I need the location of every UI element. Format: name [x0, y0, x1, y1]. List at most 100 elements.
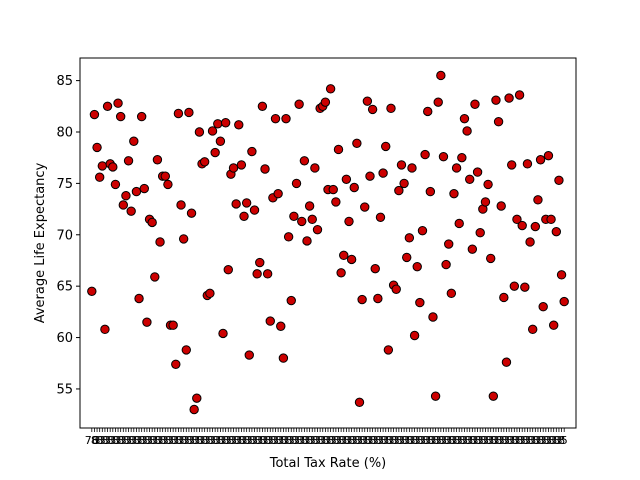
x-tick-label: 3 [230, 434, 237, 447]
x-tick-label: 3 [456, 434, 463, 447]
data-point [501, 357, 512, 367]
y-tick-label: 55 [56, 382, 73, 397]
data-point [520, 282, 530, 292]
x-tick-label: 8 [437, 434, 444, 447]
data-point [163, 179, 173, 190]
data-point [441, 259, 451, 270]
data-point [257, 101, 268, 112]
x-tick-label: 3 [330, 434, 337, 447]
data-point [189, 404, 199, 415]
x-tick-label: 8 [290, 434, 297, 447]
x-tick-label: 8 [112, 434, 119, 447]
data-point [94, 172, 105, 182]
x-tick-label: 8 [359, 434, 366, 447]
x-tick-label: 3 [545, 434, 552, 447]
data-point [228, 163, 239, 173]
x-tick-label: 3 [513, 434, 520, 447]
data-point [241, 198, 252, 208]
x-tick-label: 3 [387, 434, 394, 447]
data-point [512, 214, 522, 225]
data-point [131, 186, 142, 197]
plot-frame [79, 57, 577, 429]
x-tick-label: 3 [298, 434, 305, 447]
data-point [176, 200, 186, 210]
x-tick-label: 3 [398, 434, 405, 447]
x-tick-label: 8 [395, 434, 402, 447]
x-tick-label: 3 [251, 434, 258, 447]
data-point [236, 160, 247, 170]
x-tick-label: 3 [125, 434, 132, 447]
data-point [304, 201, 315, 211]
data-point [475, 228, 485, 238]
x-axis-label: Total Tax Rate (%) [269, 456, 387, 471]
data-point [194, 127, 205, 137]
data-point [247, 146, 257, 157]
y-tick-label: 75 [56, 177, 73, 192]
x-tick-label: 3 [151, 434, 158, 447]
x-tick-label: 3 [136, 434, 143, 447]
x-tick-label: 8 [411, 434, 418, 447]
data-point [430, 391, 441, 401]
x-tick-label: 3 [183, 434, 190, 447]
data-point [294, 99, 304, 109]
data-point [171, 359, 181, 369]
data-point [504, 93, 514, 103]
x-tick-label: 3 [214, 434, 221, 447]
x-tick-label: 3 [340, 434, 347, 447]
x-tick-label: 8 [101, 434, 108, 447]
x-tick-label: 3 [440, 434, 447, 447]
data-point [457, 152, 467, 163]
data-point [514, 90, 525, 100]
x-tick-label: 8 [416, 434, 423, 447]
data-point [538, 302, 548, 312]
x-axis: 7683838383838383838383838383838383838383… [85, 428, 568, 447]
data-point [123, 156, 134, 166]
x-tick-label: 8 [327, 434, 334, 447]
data-point [556, 270, 567, 280]
x-tick-label: 3 [534, 434, 541, 447]
data-point [255, 257, 265, 268]
x-tick-label: 8 [527, 434, 534, 447]
x-tick-label: 8 [364, 434, 371, 447]
data-point [344, 216, 354, 227]
data-point [126, 206, 136, 216]
y-axis: 55 60 65 70 75 80 85 [56, 74, 80, 397]
x-tick-label: 8 [206, 434, 213, 447]
x-tick-label: 3 [319, 434, 326, 447]
data-point [262, 269, 273, 279]
x-tick-label: 8 [264, 434, 271, 447]
x-tick-label: 8 [233, 434, 240, 447]
x-tick-label: 3 [382, 434, 389, 447]
x-tick-label: 8 [521, 434, 528, 447]
data-point [278, 353, 289, 363]
data-point [381, 141, 391, 152]
x-tick-label: 3 [309, 434, 316, 447]
data-point [527, 324, 538, 335]
data-point [428, 312, 438, 322]
x-tick-label: 8 [532, 434, 539, 447]
x-tick-label: 3 [167, 434, 174, 447]
data-point [108, 162, 118, 172]
data-point [459, 113, 470, 124]
x-tick-label: 8 [317, 434, 324, 447]
x-tick-label: 3 [235, 434, 242, 447]
x-tick-label: 3 [241, 434, 248, 447]
x-tick-label: 5 [561, 434, 568, 447]
data-point [444, 239, 454, 249]
data-point [483, 179, 493, 190]
x-tick-label: 8 [348, 434, 355, 447]
data-point [362, 96, 373, 106]
x-tick-label: 3 [172, 434, 179, 447]
x-tick-label: 3 [461, 434, 468, 447]
data-point [507, 160, 517, 170]
x-tick-label: 3 [188, 434, 195, 447]
data-point [472, 167, 483, 177]
data-point [160, 171, 170, 181]
data-point [399, 178, 409, 189]
x-tick-label: 3 [429, 434, 436, 447]
x-tick-label: 3 [283, 434, 290, 447]
x-tick-label: 8 [443, 434, 450, 447]
x-tick-label: 8 [243, 434, 250, 447]
x-tick-label: 8 [91, 434, 98, 447]
data-point [121, 191, 131, 201]
